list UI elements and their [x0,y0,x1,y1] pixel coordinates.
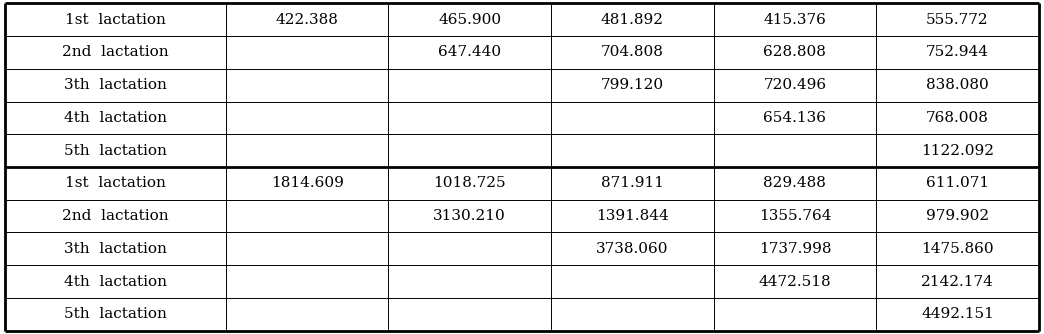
Text: 1st  lactation: 1st lactation [65,176,166,190]
Text: 1355.764: 1355.764 [759,209,831,223]
Text: 654.136: 654.136 [763,111,827,125]
Text: 752.944: 752.944 [926,45,989,59]
Text: 1475.860: 1475.860 [921,242,994,256]
Text: 647.440: 647.440 [438,45,501,59]
Text: 799.120: 799.120 [600,78,664,92]
Text: 628.808: 628.808 [763,45,827,59]
Text: 768.008: 768.008 [926,111,989,125]
Text: 481.892: 481.892 [600,13,664,27]
Text: 5th  lactation: 5th lactation [64,307,167,321]
Text: 720.496: 720.496 [763,78,827,92]
Text: 465.900: 465.900 [438,13,501,27]
Text: 5th  lactation: 5th lactation [64,144,167,158]
Text: 1737.998: 1737.998 [759,242,831,256]
Text: 4th  lactation: 4th lactation [64,111,167,125]
Text: 2142.174: 2142.174 [921,275,994,289]
Text: 1814.609: 1814.609 [270,176,343,190]
Text: 4472.518: 4472.518 [759,275,831,289]
Text: 3th  lactation: 3th lactation [64,242,167,256]
Text: 1122.092: 1122.092 [921,144,994,158]
Text: 3130.210: 3130.210 [433,209,506,223]
Text: 555.772: 555.772 [926,13,989,27]
Text: 415.376: 415.376 [763,13,827,27]
Text: 3th  lactation: 3th lactation [64,78,167,92]
Text: 1st  lactation: 1st lactation [65,13,166,27]
Text: 611.071: 611.071 [926,176,989,190]
Text: 3738.060: 3738.060 [596,242,668,256]
Text: 829.488: 829.488 [763,176,827,190]
Text: 2nd  lactation: 2nd lactation [63,209,169,223]
Text: 871.911: 871.911 [600,176,664,190]
Text: 422.388: 422.388 [276,13,338,27]
Text: 979.902: 979.902 [926,209,989,223]
Text: 4th  lactation: 4th lactation [64,275,167,289]
Text: 704.808: 704.808 [601,45,664,59]
Text: 838.080: 838.080 [926,78,989,92]
Text: 2nd  lactation: 2nd lactation [63,45,169,59]
Text: 4492.151: 4492.151 [921,307,994,321]
Text: 1018.725: 1018.725 [433,176,506,190]
Text: 1391.844: 1391.844 [596,209,668,223]
